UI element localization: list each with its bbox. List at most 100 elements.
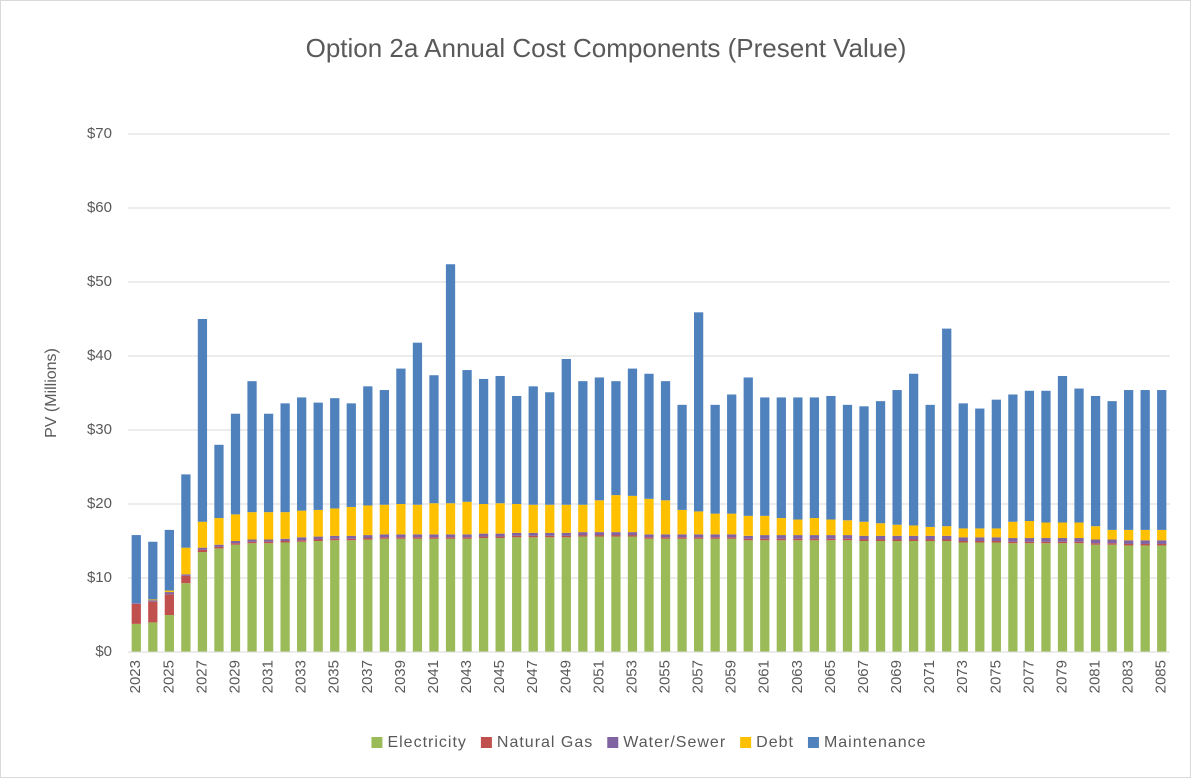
bar-segment bbox=[313, 541, 323, 652]
bar-segment bbox=[594, 500, 605, 533]
bar-segment bbox=[561, 535, 571, 538]
bar-segment bbox=[346, 535, 356, 539]
bar-segment bbox=[809, 538, 820, 541]
bar-segment bbox=[478, 536, 489, 539]
bar-segment bbox=[793, 519, 803, 536]
bar-segment bbox=[776, 397, 786, 519]
x-tick-label: 2057 bbox=[690, 660, 707, 693]
bar-segment bbox=[859, 541, 869, 652]
legend-swatch bbox=[607, 737, 619, 748]
bar-segment bbox=[478, 504, 489, 534]
bar-segment bbox=[942, 535, 952, 540]
bar-segment bbox=[429, 503, 439, 535]
bar-segment bbox=[710, 538, 720, 652]
bar-segment bbox=[445, 538, 456, 652]
bar-segment bbox=[148, 541, 158, 600]
bar-segment bbox=[462, 537, 472, 539]
bar-segment bbox=[230, 543, 241, 545]
bar-segment bbox=[760, 535, 770, 539]
bar-segment bbox=[594, 535, 605, 537]
bar-segment bbox=[627, 368, 638, 496]
bar-segment bbox=[1057, 522, 1068, 539]
bar-segment bbox=[545, 504, 555, 533]
legend-swatch bbox=[371, 737, 383, 748]
bar-segment bbox=[313, 402, 323, 510]
bar-segment bbox=[958, 541, 968, 543]
bar-segment bbox=[875, 401, 886, 524]
bar-segment bbox=[578, 535, 588, 537]
bar-segment bbox=[975, 542, 985, 652]
bar-segment bbox=[826, 535, 836, 539]
bar-segment bbox=[346, 506, 356, 536]
bar-segment bbox=[164, 594, 174, 615]
bar-segment bbox=[760, 538, 770, 541]
bar-segment bbox=[1024, 538, 1035, 542]
bar-segment bbox=[727, 538, 737, 652]
bar-segment bbox=[379, 537, 389, 539]
bar-segment bbox=[330, 398, 340, 509]
bar-segment bbox=[760, 397, 770, 516]
bar-segment bbox=[1107, 543, 1117, 545]
legend-item: Natural Gas bbox=[480, 734, 593, 751]
bar-segment bbox=[909, 373, 919, 526]
bar-segment bbox=[379, 534, 389, 538]
bar-segment bbox=[677, 509, 687, 535]
bar-segment bbox=[131, 623, 141, 652]
bar-segment bbox=[330, 538, 340, 541]
bar-segment bbox=[677, 538, 687, 652]
bar-segment bbox=[942, 541, 952, 652]
bar-segment bbox=[958, 528, 968, 538]
bar-segment bbox=[561, 537, 571, 652]
bar-segment bbox=[975, 528, 985, 538]
bar-segment bbox=[892, 524, 902, 536]
bar-segment bbox=[1107, 539, 1117, 544]
bar-segment bbox=[1057, 541, 1068, 544]
bar-segment bbox=[611, 532, 621, 536]
bar-segment bbox=[445, 534, 456, 538]
bar-segment bbox=[776, 538, 786, 541]
bar-segment bbox=[859, 406, 869, 522]
bar-segment bbox=[263, 413, 274, 513]
bar-segment bbox=[909, 525, 919, 536]
bar-segment bbox=[313, 539, 323, 541]
bar-segment bbox=[842, 535, 853, 539]
y-tick-label: $40 bbox=[87, 347, 112, 364]
bar-segment bbox=[197, 521, 208, 548]
bar-segment bbox=[1008, 543, 1018, 652]
bar-segment bbox=[445, 537, 456, 539]
bar-segment bbox=[892, 535, 902, 540]
legend-label: Debt bbox=[756, 734, 794, 751]
y-axis-title: PV (Millions) bbox=[43, 348, 60, 438]
x-tick-label: 2041 bbox=[425, 660, 442, 693]
x-tick-label: 2065 bbox=[822, 660, 839, 693]
bar-segment bbox=[991, 542, 1001, 652]
bar-segment bbox=[809, 518, 820, 536]
bar-segment bbox=[478, 378, 489, 504]
x-tick-label: 2069 bbox=[888, 660, 905, 693]
bar-segment bbox=[1140, 545, 1150, 652]
bar-segment bbox=[528, 532, 538, 536]
x-tick-label: 2023 bbox=[127, 660, 144, 693]
bar-segment bbox=[1107, 529, 1117, 540]
bar-segment bbox=[991, 528, 1001, 538]
bar-segment bbox=[760, 515, 770, 536]
x-tick-label: 2061 bbox=[756, 660, 773, 693]
bar-segment bbox=[512, 395, 522, 504]
legend-label: Natural Gas bbox=[497, 734, 593, 751]
bar-segment bbox=[379, 390, 389, 505]
bar-segment bbox=[909, 535, 919, 540]
bar-segment bbox=[644, 537, 654, 539]
bar-segment bbox=[346, 403, 356, 507]
bar-segment bbox=[743, 377, 753, 516]
bar-segment bbox=[181, 474, 191, 548]
legend-label: Electricity bbox=[387, 734, 466, 751]
bar-segment bbox=[1090, 543, 1101, 545]
bar-segment bbox=[743, 540, 753, 652]
bar-segment bbox=[230, 541, 241, 544]
bar-segment bbox=[1024, 541, 1035, 544]
bar-segment bbox=[644, 373, 654, 499]
bar-segment bbox=[958, 542, 968, 652]
bar-segment bbox=[297, 540, 307, 542]
bar-segment bbox=[975, 541, 985, 543]
legend: Electricity Natural Gas Water/Sewer Debt Mai… bbox=[371, 734, 926, 751]
